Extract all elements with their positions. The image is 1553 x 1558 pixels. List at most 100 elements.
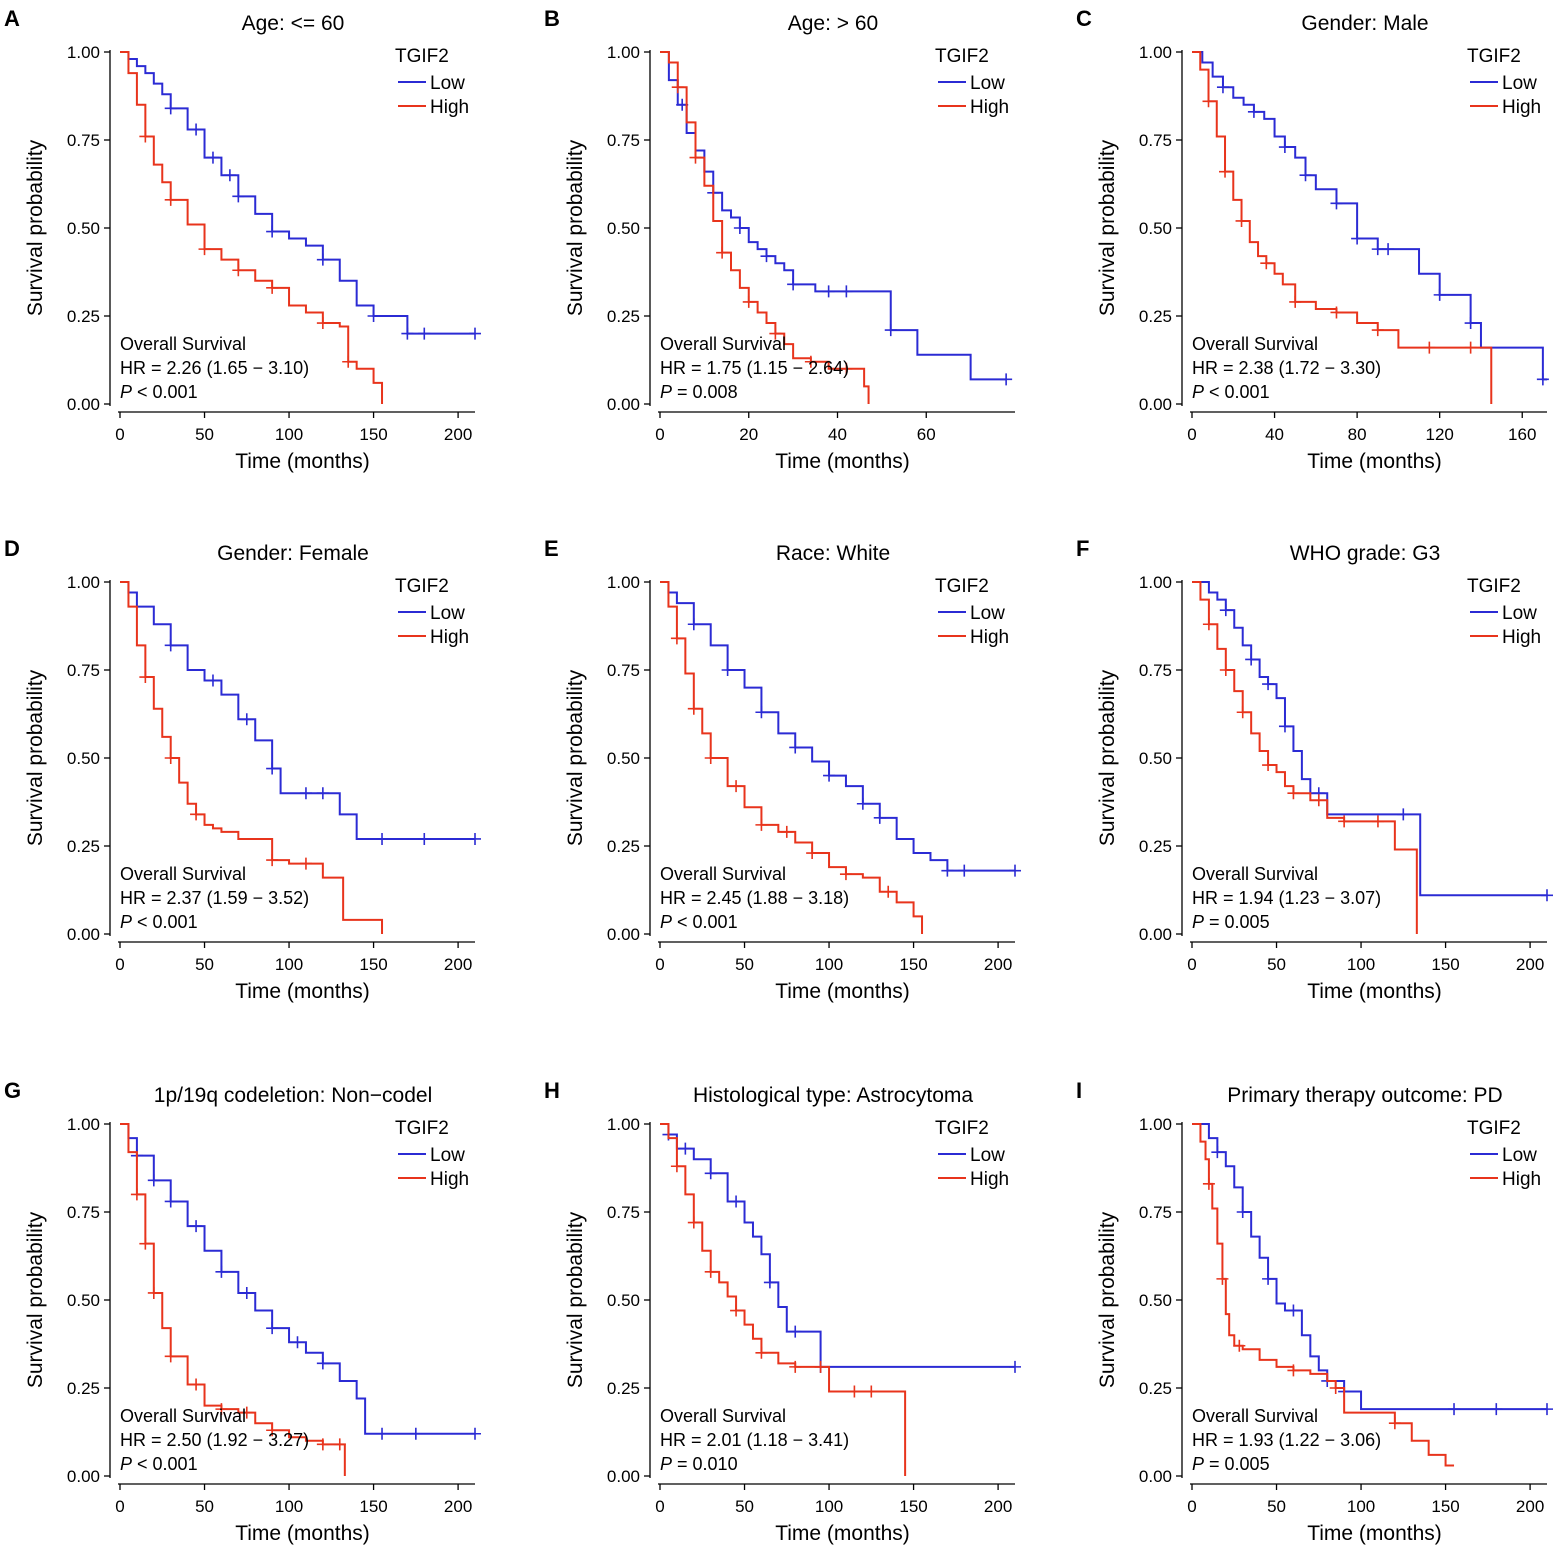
km-curve-low [660,51,1007,381]
censor-mark [1464,317,1477,330]
censor-mark [856,797,869,810]
y-tick-label: 0.75 [1139,661,1172,680]
censor-mark [804,355,817,368]
legend-label-low: Low [430,1145,465,1166]
annotation-p-value: P < 0.001 [660,912,738,932]
annotation-hr: HR = 2.37 (1.59 − 3.52) [120,888,309,908]
annotation-hr: HR = 2.50 (1.92 − 3.27) [120,1430,309,1450]
y-tick-label: 0.00 [1139,1467,1172,1486]
x-tick-label: 150 [899,1497,927,1516]
censor-mark [763,1276,776,1289]
panel-title: WHO grade: G3 [1290,542,1441,565]
censor-mark [1371,324,1384,337]
censor-mark [266,225,279,238]
censor-mark [882,885,895,898]
censor-mark [367,310,380,322]
p-value: = 0.008 [672,382,738,402]
censor-mark [787,278,800,291]
p-value: = 0.005 [1204,1454,1270,1474]
censor-mark [670,632,683,645]
panel-letter: C [1076,6,1092,31]
censor-mark [865,1385,878,1398]
legend-title: TGIF2 [395,1118,449,1139]
censor-mark [316,317,329,330]
censor-mark [240,1406,253,1419]
annotation-overall-survival: Overall Survival [1192,864,1318,884]
x-axis-label: Time (months) [235,450,370,473]
y-axis-label: Survival probability [24,669,47,846]
censor-mark [147,1174,160,1187]
y-tick-label: 0.50 [67,749,100,768]
censor-mark [469,327,481,340]
y-tick-label: 0.50 [67,1291,100,1310]
censor-mark [1202,618,1215,631]
annotation-overall-survival: Overall Survival [1192,334,1318,354]
y-tick-label: 0.00 [1139,395,1172,414]
x-tick-label: 200 [984,1497,1012,1516]
censor-mark [730,1195,743,1208]
annotation-hr: HR = 2.26 (1.65 − 3.10) [120,358,309,378]
p-symbol: P [660,1454,672,1474]
x-tick-label: 100 [1347,1497,1375,1516]
panel-letter: F [1076,536,1089,561]
p-value: < 0.001 [672,912,738,932]
censor-mark [1219,165,1232,178]
km-curve-low [1192,51,1547,381]
censor-mark [333,1438,346,1451]
censor-mark [316,1357,329,1370]
x-axis-label: Time (months) [775,450,910,473]
km-curve-low [660,1123,1015,1368]
censor-mark [1330,306,1343,319]
censor-mark [1216,81,1229,94]
x-axis-label: Time (months) [235,980,370,1003]
x-axis-label: Time (months) [1307,450,1442,473]
y-tick-label: 0.50 [607,1291,640,1310]
annotation-overall-survival: Overall Survival [1192,1406,1318,1426]
y-tick-label: 0.25 [67,1379,100,1398]
panel-letter: H [544,1078,560,1103]
x-axis-label: Time (months) [775,1522,910,1545]
y-axis-label: Survival probability [1096,669,1119,846]
x-tick-label: 40 [828,425,847,444]
x-tick-label: 0 [115,425,124,444]
y-tick-label: 0.75 [607,131,640,150]
censor-mark [755,1346,768,1359]
x-tick-label: 200 [444,425,472,444]
legend-label-low: Low [970,73,1005,94]
p-value: < 0.001 [1204,382,1270,402]
censor-mark [1219,604,1232,617]
censor-mark [164,1350,177,1363]
censor-mark [1211,1146,1224,1159]
y-tick-label: 0.75 [607,661,640,680]
panel-title: Age: <= 60 [242,12,345,35]
km-curve-high [120,1123,346,1476]
annotation-p-value: P = 0.010 [660,1454,738,1474]
legend-label-low: Low [430,603,465,624]
censor-mark [164,102,177,115]
annotation-p-value: P = 0.008 [660,382,738,402]
censor-mark [1236,1206,1249,1218]
x-tick-label: 0 [655,1497,664,1516]
panel-letter: E [544,536,559,561]
y-tick-label: 0.00 [607,395,640,414]
censor-mark [299,787,312,800]
y-tick-label: 0.25 [67,307,100,326]
censor-mark [687,618,700,631]
panel-b: B Age: > 60 Survival probability 0.00 0.25 0.… [544,6,1015,473]
censor-mark [839,868,852,881]
censor-mark [1289,295,1302,308]
panel-i: I Primary therapy outcome: PD Survival pro… [1076,1078,1553,1545]
censor-mark [721,664,734,676]
censor-mark [1536,373,1549,386]
censor-mark [215,1403,228,1416]
y-axis-label: Survival probability [1096,1211,1119,1388]
censor-mark [806,847,819,860]
legend-title: TGIF2 [935,46,989,67]
x-tick-label: 120 [1425,425,1453,444]
y-tick-label: 1.00 [607,573,640,592]
legend-label-low: Low [1502,1145,1537,1166]
censor-mark [401,327,414,340]
censor-mark [1329,1382,1342,1394]
km-curve-low [1192,1123,1547,1411]
annotation-p-value: P = 0.005 [1192,1454,1270,1474]
